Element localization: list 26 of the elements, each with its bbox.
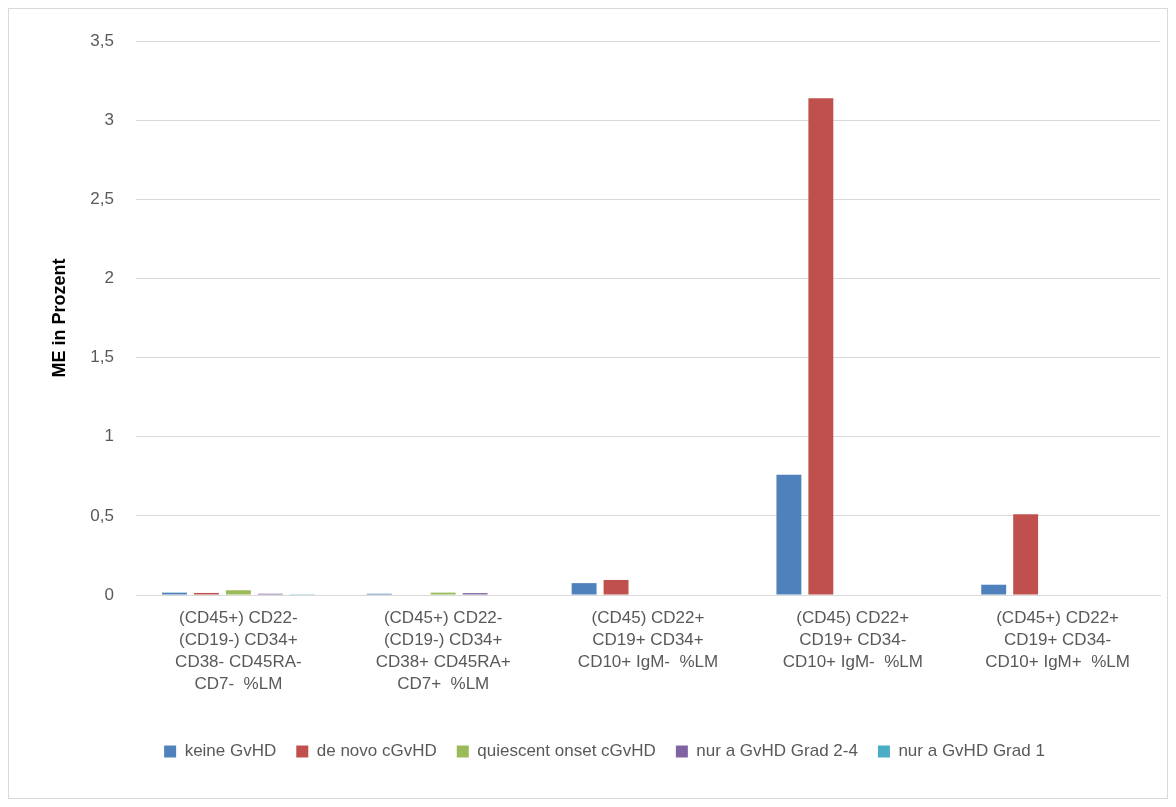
bar [571,583,597,595]
y-tick-label: 2 [104,268,114,288]
y-axis-title: ME in Prozent [48,258,69,378]
y-tick-label: 0 [104,584,114,604]
y-tick-label: 1,5 [90,347,114,367]
bar [225,590,251,595]
y-tick-label: 3 [104,110,114,129]
bar [603,579,629,595]
legend-label: de novo cGvHD [316,741,437,761]
x-tick-label: (CD45+) CD22- (CD19-) CD34+ CD38+ CD45RA+ CD7+ %LM [375,607,511,694]
x-tick-label: (CD45) CD22+ CD19+ CD34- CD10+ IgM- %LM [782,607,923,671]
legend-label: quiescent onset cGvHD [477,741,656,761]
legend-label: nur a GvHD Grad 2-4 [696,741,858,761]
bar [981,584,1007,595]
bar [776,474,802,595]
y-tick-label: 3,5 [90,30,114,50]
x-tick-label: (CD45) CD22+ CD19+ CD34+ CD10+ IgM- %LM [577,607,719,671]
legend-label: keine GvHD [184,741,277,761]
bar [808,98,834,595]
y-tick-label: 2,5 [90,189,114,209]
y-tick-label: 0,5 [90,505,114,525]
y-tick-label: 1 [104,426,114,446]
legend-label: nur a GvHD Grad 1 [898,741,1045,761]
x-tick-label: (CD45+) CD22- (CD19-) CD34+ CD38- CD45RA- CD7- %LM [175,607,302,694]
bar [1013,514,1039,595]
x-tick-label: (CD45+) CD22+ CD19+ CD34- CD10+ IgM+ %LM [985,607,1130,671]
